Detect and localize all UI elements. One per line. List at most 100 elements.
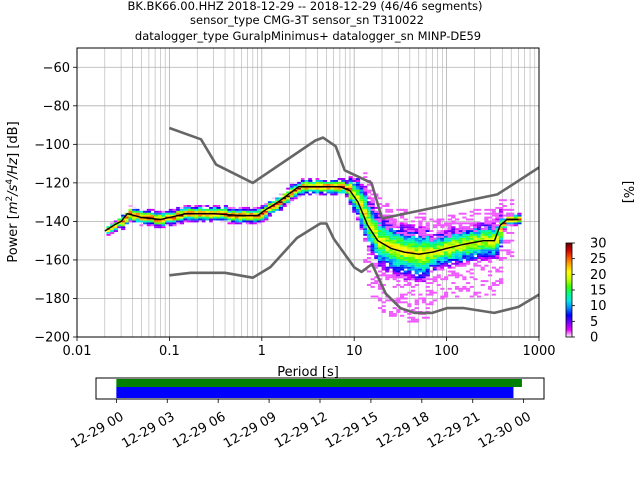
density-cell: [374, 232, 379, 234]
density-cell: [392, 218, 397, 221]
density-cell: [414, 284, 419, 286]
density-cell: [465, 270, 471, 273]
density-cell: [187, 216, 192, 219]
density-cell: [253, 220, 258, 223]
density-cell: [451, 216, 456, 219]
density-cell: [146, 212, 151, 215]
density-cell: [165, 218, 170, 221]
density-cell: [363, 193, 368, 196]
density-cell: [110, 228, 115, 231]
density-cell: [363, 191, 368, 194]
density-cell: [150, 218, 155, 221]
density-cell: [275, 197, 280, 200]
density-cell: [425, 307, 430, 310]
density-cell: [289, 185, 295, 188]
density-cell: [462, 245, 467, 248]
density-cell: [293, 183, 298, 186]
density-cell: [337, 181, 342, 184]
density-cell: [499, 247, 504, 250]
density-cell: [176, 212, 181, 215]
density-cell: [473, 258, 478, 261]
density-cell: [469, 237, 474, 240]
density-cell: [297, 181, 302, 184]
density-cell: [278, 208, 284, 211]
density-cell: [366, 206, 372, 209]
density-cell: [414, 232, 419, 234]
density-cell: [344, 185, 350, 188]
density-cell: [359, 205, 364, 207]
density-cell: [491, 293, 496, 296]
density-cell: [436, 237, 441, 240]
density-cell: [484, 251, 489, 254]
density-cell: [388, 228, 394, 231]
density-cell: [488, 216, 493, 219]
density-cell: [245, 220, 251, 223]
density-cell: [308, 183, 313, 186]
density-cell: [275, 203, 280, 206]
density-cell: [443, 257, 449, 259]
density-cell: [421, 232, 427, 234]
density-cell: [410, 247, 416, 250]
density-cell: [385, 235, 390, 238]
density-cell: [183, 220, 188, 223]
density-cell: [399, 264, 405, 267]
density-cell: [366, 212, 372, 215]
density-cell: [370, 193, 375, 196]
density-cell: [179, 206, 184, 209]
density-cell: [410, 257, 416, 259]
density-cell: [128, 208, 133, 211]
density-cell: [374, 226, 379, 229]
density-cell: [462, 239, 467, 242]
density-cell: [454, 228, 460, 231]
density-cell: [381, 222, 386, 225]
density-cell: [451, 255, 456, 258]
density-cell: [385, 274, 390, 277]
density-cell: [209, 220, 214, 223]
density-cell: [443, 239, 449, 242]
density-cell: [132, 220, 137, 223]
density-cell: [220, 208, 225, 211]
density-cell: [480, 230, 485, 232]
density-cell: [143, 222, 148, 225]
density-cell: [447, 224, 452, 227]
density-cell: [454, 253, 460, 256]
density-cell: [194, 205, 199, 207]
density-cell: [363, 212, 368, 215]
density-cell: [121, 222, 126, 225]
density-cell: [194, 220, 199, 223]
density-cell: [429, 247, 434, 250]
density-cell: [458, 251, 463, 254]
density-cell: [495, 245, 500, 248]
density-cell: [484, 220, 489, 223]
density-cell: [462, 222, 467, 225]
density-cell: [227, 210, 232, 213]
density-cell: [315, 179, 320, 182]
density-cell: [465, 247, 471, 250]
density-cell: [352, 179, 357, 182]
density-cell: [465, 226, 471, 229]
density-cell: [451, 272, 456, 275]
density-cell: [436, 258, 441, 261]
density-cell: [293, 191, 298, 194]
density-cell: [392, 245, 397, 248]
density-cell: [385, 276, 390, 279]
density-cell: [187, 205, 192, 207]
density-cell: [510, 220, 515, 223]
density-cell: [363, 260, 368, 263]
density-cell: [377, 262, 383, 265]
density-cell: [256, 212, 262, 215]
density-cell: [179, 218, 184, 221]
density-cell: [374, 212, 379, 215]
density-cell: [359, 228, 364, 231]
density-cell: [506, 216, 511, 219]
density-cell: [447, 249, 452, 252]
density-cell: [161, 210, 166, 213]
density-cell: [403, 232, 408, 234]
density-cell: [491, 210, 496, 213]
density-cell: [473, 239, 478, 242]
density-cell: [484, 230, 489, 232]
density-cell: [421, 316, 427, 319]
density-cell: [370, 203, 375, 206]
density-cell: [443, 262, 449, 265]
density-cell: [110, 224, 115, 227]
